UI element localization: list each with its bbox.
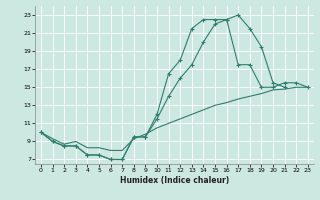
X-axis label: Humidex (Indice chaleur): Humidex (Indice chaleur) <box>120 176 229 185</box>
